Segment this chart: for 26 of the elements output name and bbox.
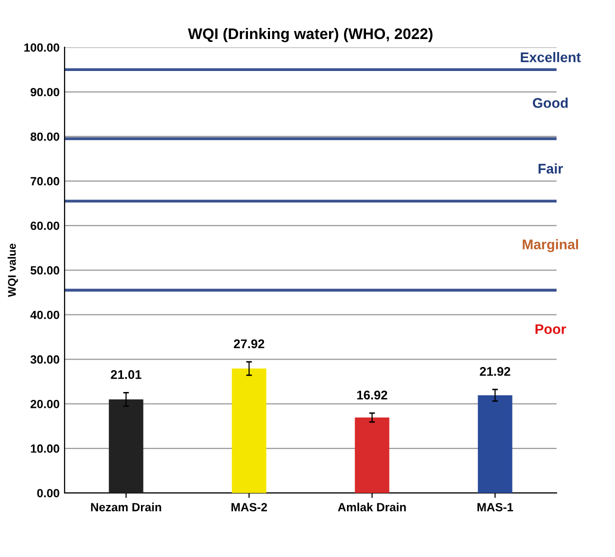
y-tick-label: 60.00: [30, 222, 60, 230]
x-tick-label: Nezam Drain: [91, 502, 162, 512]
y-axis-title: WQI value: [8, 244, 18, 297]
y-tick-label: 40.00: [30, 310, 60, 320]
y-tick-label: 100.00: [24, 43, 60, 52]
y-tick-label: 20.00: [30, 400, 60, 408]
y-tick-label: 30.00: [30, 355, 60, 364]
annotation: Excellent: [520, 52, 581, 62]
y-tick-label: 50.00: [30, 266, 60, 275]
annotation: Marginal: [522, 239, 578, 252]
y-tick-label: 70.00: [30, 177, 60, 186]
annotation: Fair: [538, 163, 563, 174]
data-label: 27.92: [234, 339, 264, 348]
x-tick-label: MAS-2: [232, 502, 267, 512]
data-label: 21.01: [110, 370, 142, 380]
chart-title: WQI (Drinking water) (WHO, 2022): [188, 28, 432, 42]
y-tick-label: 80.00: [30, 132, 60, 141]
x-tick-label: Amlak Drain: [338, 502, 406, 512]
x-tick-label: MAS-1: [478, 502, 514, 512]
annotation: Poor: [536, 324, 566, 334]
y-tick-label: 90.00: [30, 88, 60, 96]
data-label: 21.92: [480, 367, 510, 376]
data-label: 16.92: [357, 390, 388, 400]
y-tick-label: 0.00: [37, 488, 60, 498]
annotation: Good: [532, 98, 568, 108]
y-tick-label: 10.00: [30, 444, 60, 453]
